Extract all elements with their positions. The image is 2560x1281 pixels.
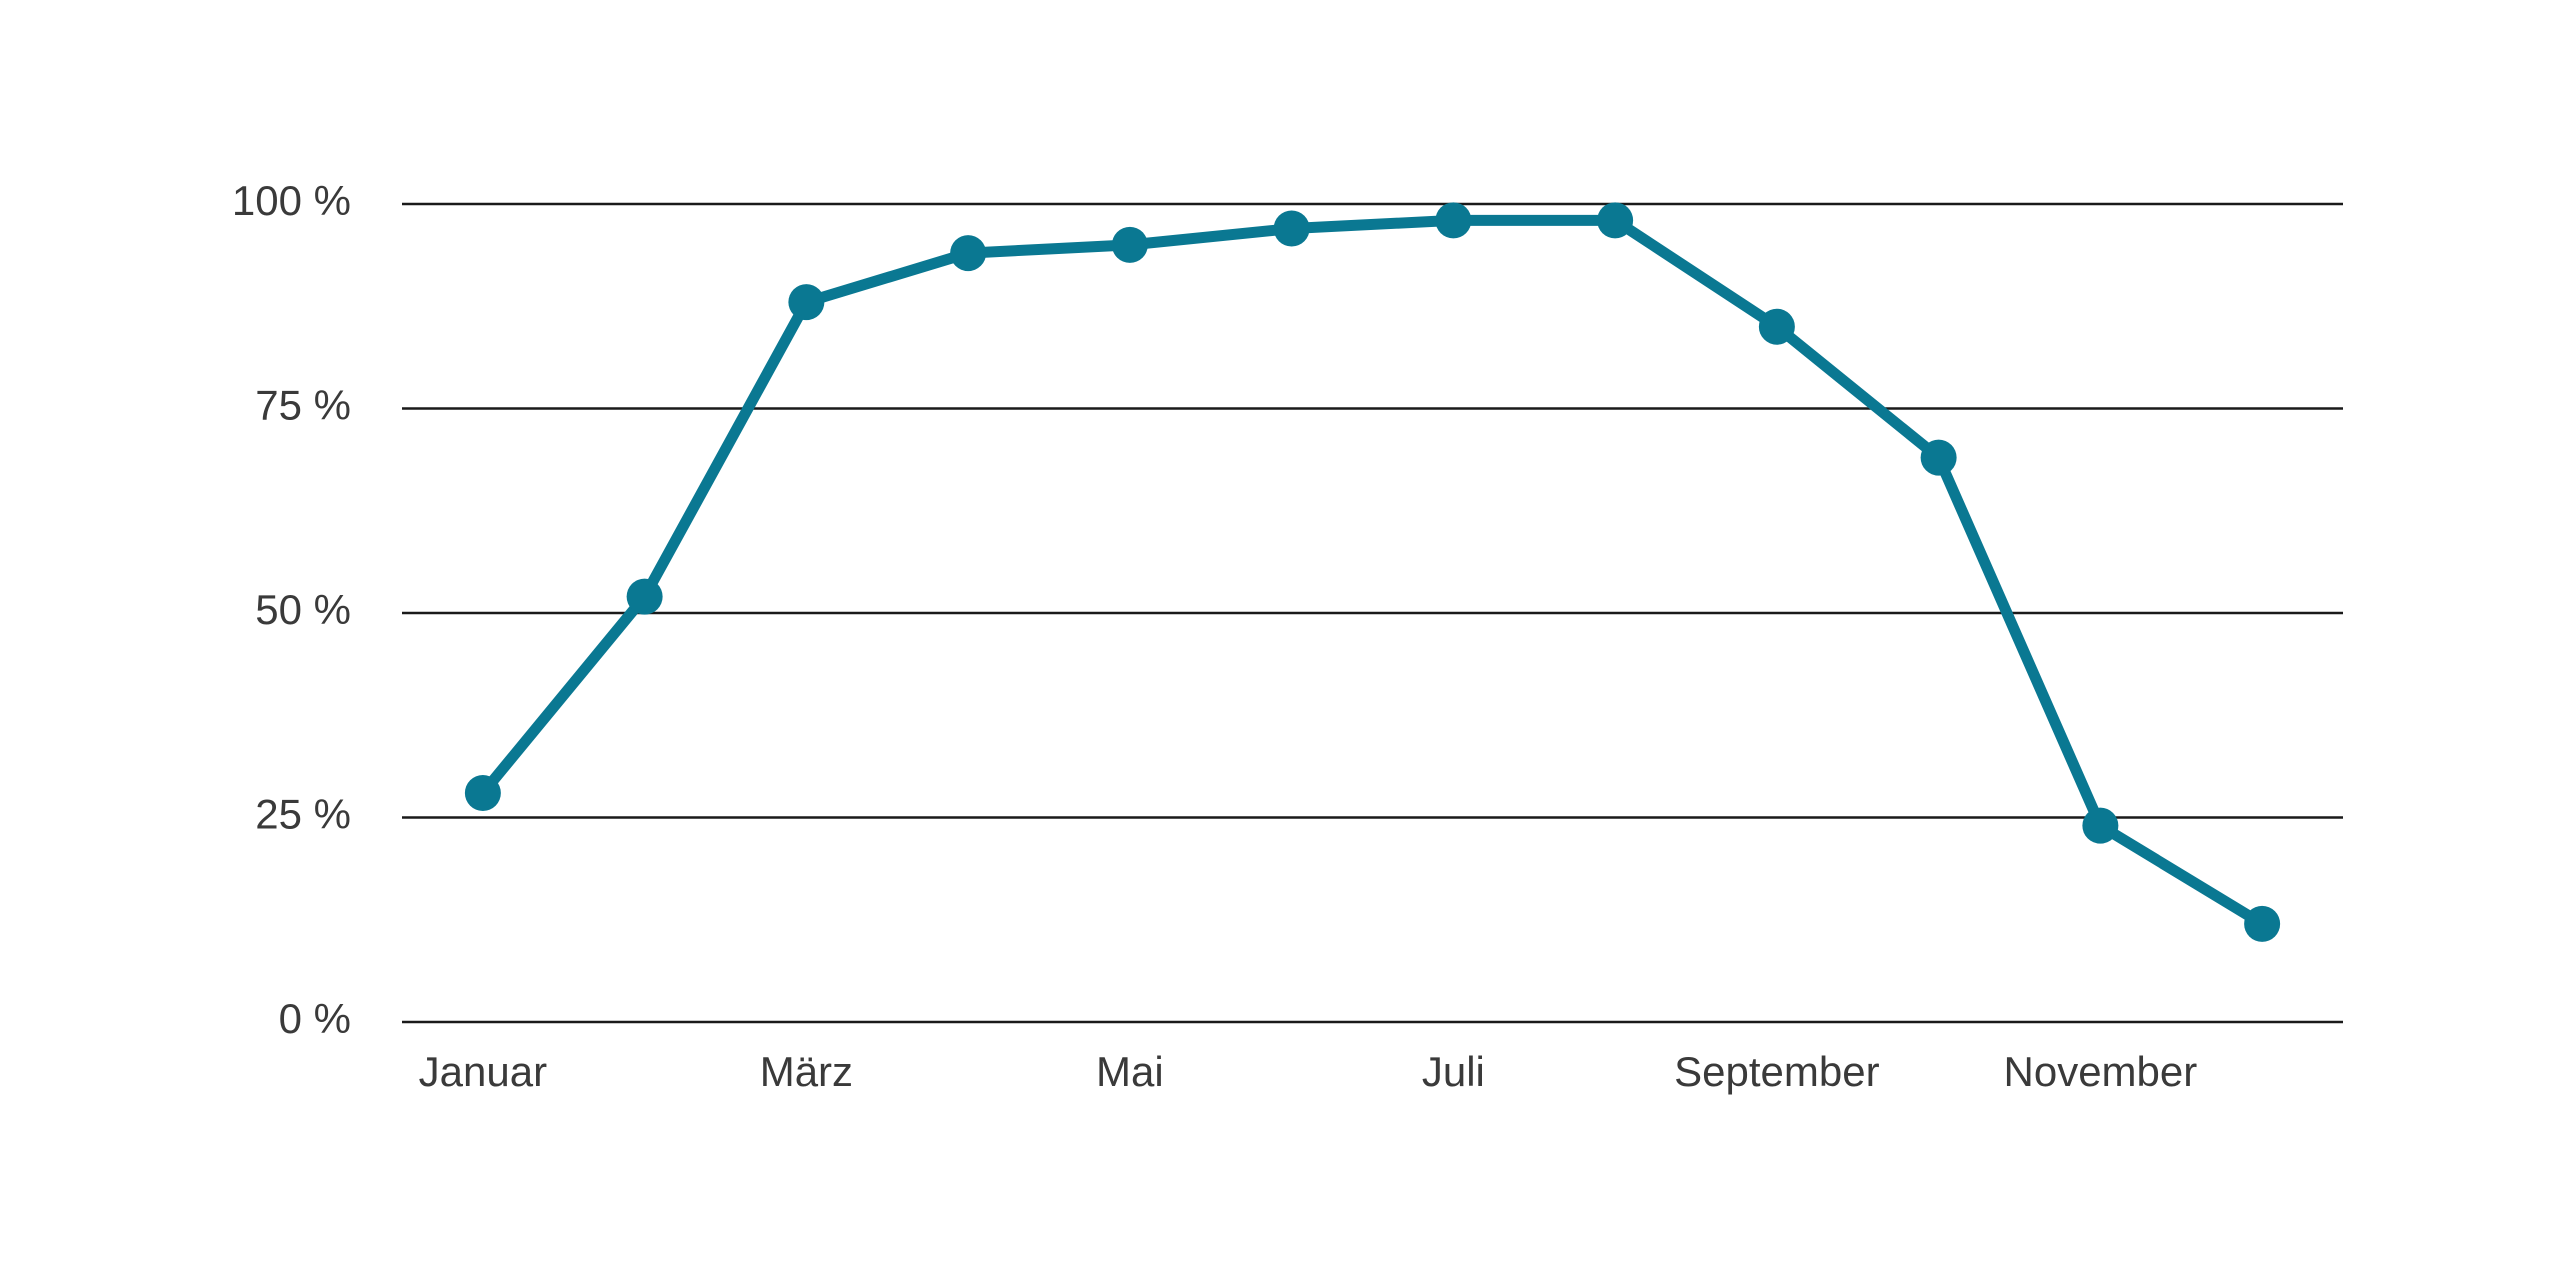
point	[788, 284, 825, 321]
point	[1920, 439, 1957, 476]
point	[1435, 202, 1472, 239]
point	[2244, 905, 2281, 942]
point	[1111, 226, 1148, 263]
point	[1758, 308, 1795, 345]
x-tick-label: Juli	[1422, 1048, 1485, 1095]
y-tick-label: 75 %	[255, 382, 351, 429]
y-tick-label: 50 %	[255, 586, 351, 633]
y-tick-label: 25 %	[255, 791, 351, 838]
x-tick-label: November	[2004, 1048, 2198, 1095]
point	[950, 235, 987, 272]
x-tick-label: März	[760, 1048, 853, 1095]
point	[626, 578, 663, 615]
point	[2082, 807, 2119, 844]
y-tick-label: 0 %	[279, 995, 351, 1042]
x-tick-label: Januar	[419, 1048, 547, 1095]
x-tick-label: Mai	[1096, 1048, 1164, 1095]
point	[1273, 210, 1310, 247]
point	[464, 774, 501, 811]
x-tick-label: September	[1674, 1048, 1879, 1095]
line	[478, 214, 2265, 929]
point	[1597, 202, 1634, 239]
y-tick-label: 100 %	[232, 177, 351, 224]
